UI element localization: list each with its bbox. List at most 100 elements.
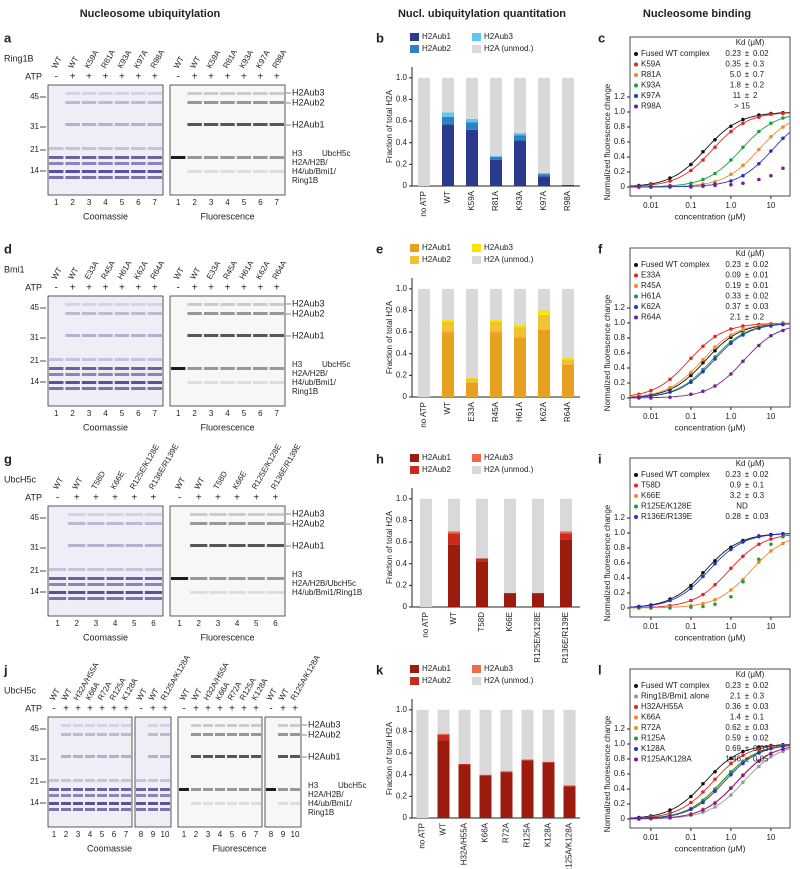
marker-label: 45 (30, 513, 39, 522)
lane-label: WT (135, 687, 149, 702)
bar-segment (538, 310, 550, 315)
x-tick-label: K128A (544, 822, 553, 847)
gel-band (106, 522, 124, 525)
kd-error: 0.03 (753, 723, 769, 732)
lane-number: 4 (103, 198, 108, 207)
lane-number: 8 (269, 830, 274, 839)
legend-label: H2Aub1 (422, 32, 451, 41)
fit-curve (629, 322, 791, 397)
kd-error: 0.02 (753, 49, 769, 58)
y-tick-label: 0.8 (396, 95, 408, 104)
kd-separator: ± (745, 91, 750, 100)
band-label: H2Aub2 (292, 97, 325, 107)
gel-band (61, 733, 71, 736)
gel-band (147, 156, 162, 159)
gel-band (147, 373, 162, 376)
lane-number: 2 (70, 409, 75, 418)
gel-band (49, 367, 64, 370)
data-point (729, 341, 733, 346)
gel-band (85, 802, 95, 805)
kd-value: 0.59 (725, 734, 741, 743)
bar-segment (538, 173, 550, 175)
kd-separator: ± (745, 49, 750, 58)
kd-error: 0.01 (753, 271, 769, 280)
marker-label: 14 (30, 377, 39, 386)
lane-number: 2 (192, 409, 197, 418)
panel-letter: d (4, 241, 12, 256)
lane-label: E33A (83, 259, 101, 281)
y-tick-label: 0.6 (614, 348, 626, 357)
lane-label: K66E (109, 470, 127, 491)
gel-band (251, 724, 261, 727)
gel-band (114, 381, 130, 384)
data-point (701, 800, 705, 805)
lane-number: 1 (182, 830, 187, 839)
gel-band (61, 724, 71, 727)
gel-band (68, 597, 86, 600)
legend-swatch (410, 256, 419, 264)
atp-sign: + (241, 283, 247, 294)
marker-label: 21 (30, 566, 39, 575)
gel-band (160, 788, 170, 791)
data-point (781, 744, 785, 749)
lane-number: 2 (75, 619, 80, 628)
data-point (701, 360, 705, 365)
y-tick-label: 0.4 (614, 152, 626, 161)
x-tick-label: H32A/H55A (460, 822, 469, 865)
bar-segment (562, 77, 574, 185)
legend-marker (634, 705, 638, 709)
gel-band (106, 583, 124, 586)
legend-label: H2Aub2 (422, 255, 451, 264)
atp-sign: + (280, 704, 286, 715)
gel-band (98, 312, 113, 315)
gel-band (121, 788, 131, 791)
data-point (668, 179, 672, 183)
gel-band (81, 162, 97, 165)
legend-swatch (472, 45, 481, 53)
protein-label: UbcH5c (4, 474, 37, 484)
legend-label: K62A (641, 302, 661, 311)
y-tick-label: 1.0 (614, 739, 626, 748)
legend-label: R125E/K128E (641, 502, 692, 511)
bar-segment (500, 709, 513, 772)
y-tick-label: 0.4 (396, 559, 408, 568)
atp-sign: + (135, 283, 141, 294)
gel-band (203, 367, 219, 370)
atp-sign: + (192, 283, 198, 294)
atp-sign: + (192, 72, 198, 83)
gel-band (65, 92, 80, 95)
y-tick-label: 0.2 (396, 159, 408, 168)
x-tick-label: 1.0 (725, 833, 737, 842)
gel-band (147, 303, 162, 306)
kd-value: 0.9 (730, 481, 742, 490)
gel-box (264, 716, 302, 828)
gel-band (85, 779, 95, 782)
x-tick-label: 10 (766, 833, 775, 842)
data-point (769, 333, 773, 338)
data-point (689, 392, 693, 397)
data-point (689, 583, 693, 588)
y-tick-label: 0 (621, 182, 626, 191)
bar-segment (418, 288, 430, 397)
lane-number: 9 (151, 830, 156, 839)
bar-segment (442, 116, 454, 125)
kd-separator: ± (745, 470, 750, 479)
data-point (713, 801, 717, 806)
gel-band (114, 162, 130, 165)
data-point (713, 558, 717, 563)
atp-sign: + (229, 704, 235, 715)
gel-band (220, 156, 235, 159)
lane-number: 7 (275, 409, 280, 418)
y-tick-label: 1.0 (396, 284, 408, 293)
data-point (741, 780, 745, 785)
bar-segment (416, 709, 429, 818)
bar-segment (448, 531, 460, 534)
panel-letter: f (598, 241, 603, 256)
gel-band (239, 755, 249, 758)
gel-band (209, 544, 227, 547)
marker-label: 21 (30, 356, 39, 365)
lane-number: 1 (54, 198, 59, 207)
lane-number: 6 (112, 830, 117, 839)
side-label: H4/ub/Bmi1/Ring1B (292, 588, 362, 597)
gel-band (203, 156, 219, 159)
